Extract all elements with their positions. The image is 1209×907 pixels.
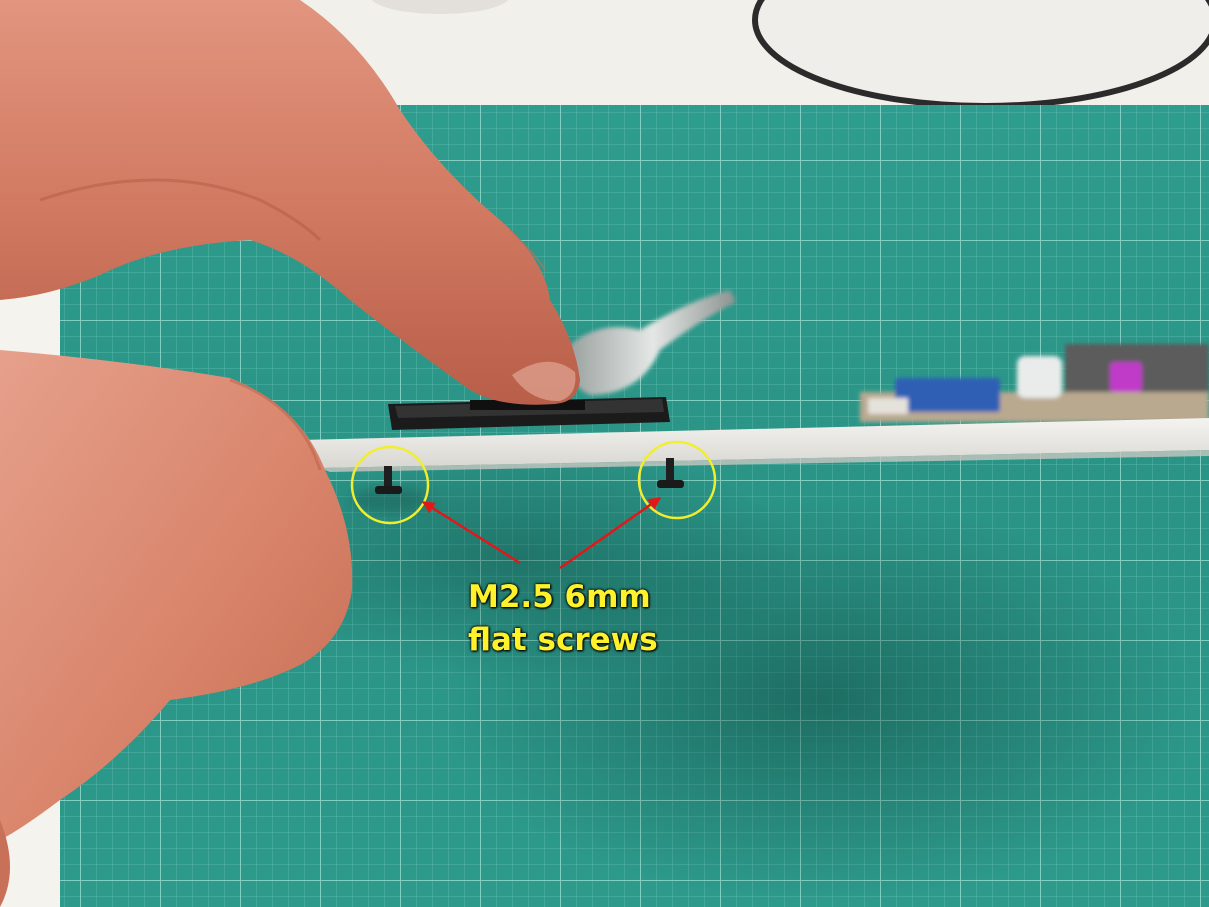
annotation-caption: M2.5 6mm flat screws [468,576,658,662]
caption-line-2: flat screws [468,622,658,658]
screw-left [375,466,402,494]
screw-right [657,458,684,488]
caption-line-1: M2.5 6mm [468,579,651,615]
